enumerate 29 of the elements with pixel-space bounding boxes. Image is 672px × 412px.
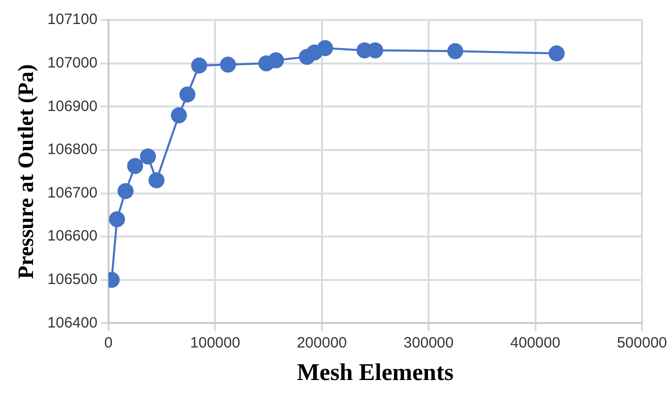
x-tick-label: 0	[104, 334, 113, 352]
y-tick-label: 106800	[47, 141, 98, 158]
y-tick-label: 106900	[47, 98, 98, 115]
point	[447, 43, 464, 60]
point	[191, 57, 208, 74]
x-tick-label: 100000	[190, 334, 240, 352]
x-tick-label: 500000	[616, 334, 668, 352]
y-tick-label: 107000	[47, 54, 98, 72]
point	[140, 148, 156, 164]
point	[148, 172, 164, 188]
x-tick-label: 400000	[510, 334, 560, 352]
point	[179, 86, 196, 102]
x-tick-label: 300000	[404, 334, 454, 352]
y-tick-label: 106600	[47, 228, 98, 245]
y-tick-label: 107100	[47, 11, 98, 28]
point	[118, 183, 134, 200]
point	[317, 40, 334, 56]
point	[127, 158, 144, 174]
point	[108, 211, 125, 228]
y-tick-label: 106500	[47, 271, 98, 288]
point	[220, 56, 236, 73]
point	[170, 107, 187, 124]
point	[548, 45, 565, 62]
x-tick-label: 200000	[296, 334, 347, 352]
x-axis-title: Mesh Elements	[296, 360, 454, 386]
y-tick-label: 106400	[47, 314, 98, 332]
y-axis-title: Pressure at Outlet (Pa)	[12, 64, 38, 280]
y-tick-label: 106700	[47, 184, 98, 202]
point	[268, 52, 284, 68]
